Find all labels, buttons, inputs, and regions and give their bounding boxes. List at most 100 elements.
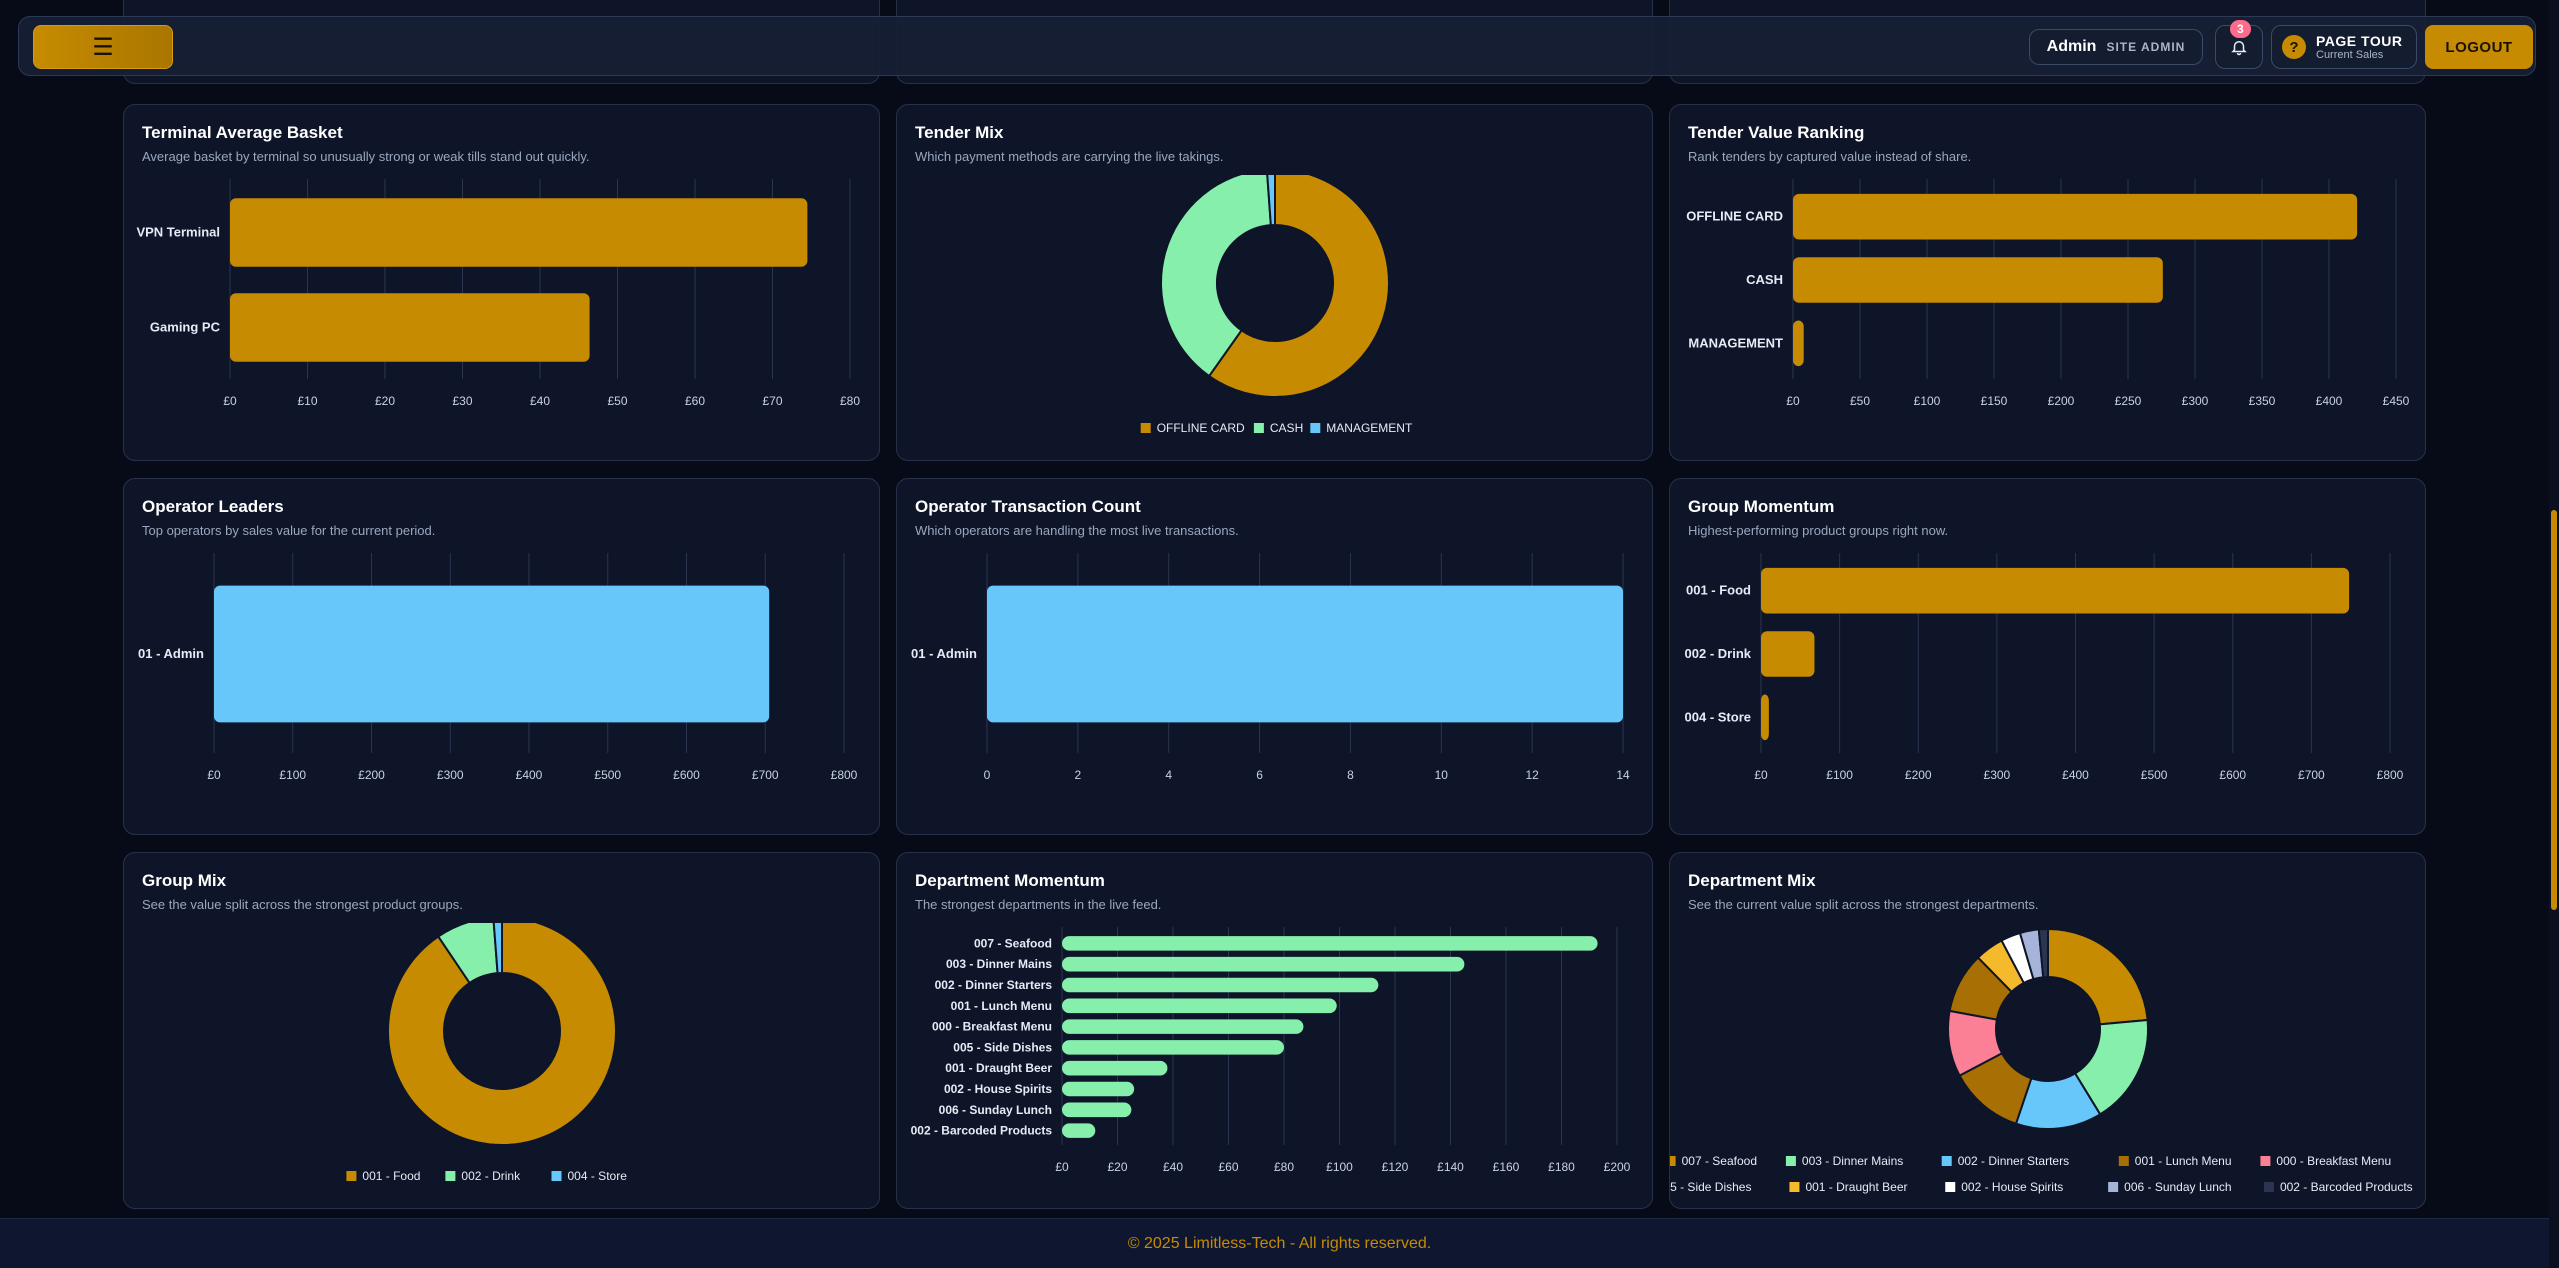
help-icon: ? <box>2282 35 2306 59</box>
legend-swatch <box>1253 423 1264 433</box>
tick-label: £300 <box>437 768 464 782</box>
slice-007-seafood <box>2047 927 2149 1026</box>
legend-swatch <box>445 1171 456 1181</box>
card-subtitle: Average basket by terminal so unusually … <box>142 149 590 164</box>
logout-button[interactable]: LOGOUT <box>2425 25 2533 69</box>
legend-swatch <box>1945 1182 1956 1192</box>
card-subtitle: See the current value split across the s… <box>1688 897 2039 912</box>
tick-label: £500 <box>2141 768 2168 782</box>
card-subtitle: Top operators by sales value for the cur… <box>142 523 436 538</box>
group-momentum-chart: £0 £100 £200 £300 £400 £500 £600 £700 £800 001 - … <box>1685 553 2404 782</box>
bar-007-seafood <box>1062 936 1598 951</box>
tick-label: £40 <box>530 394 550 408</box>
card-title: Tender Mix <box>915 123 1004 142</box>
tick-label: £250 <box>2115 394 2142 408</box>
legend-label: 002 - House Spirits <box>1961 1180 2063 1194</box>
card-title: Terminal Average Basket <box>142 123 343 142</box>
category-label: 006 - Sunday Lunch <box>939 1103 1052 1117</box>
legend-label: 000 - Breakfast Menu <box>2276 1154 2391 1168</box>
tick-label: £700 <box>752 768 779 782</box>
tick-label: £80 <box>1274 1160 1294 1174</box>
slice-001-food <box>387 923 617 1146</box>
card-title: Tender Value Ranking <box>1688 123 1865 142</box>
category-label: Gaming PC <box>150 320 221 335</box>
legend-label: 002 - Dinner Starters <box>1958 1154 2069 1168</box>
bar-01-admin <box>987 585 1623 723</box>
notifications-button[interactable]: 3 <box>2215 20 2263 69</box>
tick-label: £70 <box>762 394 782 408</box>
bar-vpn-terminal <box>230 198 808 267</box>
tick-label: £150 <box>1981 394 2008 408</box>
legend-swatch <box>2260 1156 2271 1166</box>
category-label: 004 - Store <box>1685 709 1751 724</box>
card-group-momentum: Group Momentum Highest-performing produc… <box>1669 478 2426 835</box>
category-label: VPN Terminal <box>136 225 220 240</box>
tick-label: £200 <box>1604 1160 1631 1174</box>
tick-label: £0 <box>1055 1160 1069 1174</box>
tick-label: £450 <box>2383 394 2410 408</box>
legend-swatch <box>1670 1156 1676 1166</box>
slice-004-store <box>492 923 503 975</box>
category-label: 002 - Barcoded Products <box>911 1124 1053 1138</box>
scrollbar-thumb[interactable] <box>2551 510 2557 910</box>
legend-swatch <box>2263 1182 2274 1192</box>
user-badge[interactable]: Admin SITE ADMIN <box>2029 29 2203 65</box>
legend-label: 005 - Side Dishes <box>1670 1180 1751 1194</box>
category-label: 005 - Side Dishes <box>953 1040 1052 1054</box>
legend-label: 001 - Draught Beer <box>1805 1180 1907 1194</box>
tick-label: £20 <box>375 394 395 408</box>
card-title: Operator Leaders <box>142 497 284 516</box>
legend-label: 001 - Lunch Menu <box>2135 1154 2232 1168</box>
tick-label: 2 <box>1075 768 1082 782</box>
slice-002-drink <box>436 923 499 985</box>
tender-ranking-chart: £0 £50 £100 £150 £200 £250 £300 £350 £400 £450 OFF… <box>1686 179 2410 408</box>
slice-management <box>1266 175 1276 227</box>
bar-002-drink <box>1761 631 1815 677</box>
department-momentum-chart: £0 £20 £40 £60 £80 £100 £120 £140 £160 £180 £200 00… <box>911 927 1631 1174</box>
tour-subtitle: Current Sales <box>2316 49 2384 61</box>
bar-gaming-pc <box>230 293 590 362</box>
legend-swatch <box>1789 1182 1800 1192</box>
tick-label: £0 <box>1786 394 1800 408</box>
category-label: 002 - House Spirits <box>944 1082 1052 1096</box>
tick-label: £100 <box>279 768 306 782</box>
group-mix-chart: 001 - Food 002 - Drink 004 - Store <box>346 923 627 1183</box>
tick-label: £300 <box>1984 768 2011 782</box>
card-tender-mix: Tender Mix Which payment methods are car… <box>896 104 1653 461</box>
department-mix-chart: 007 - Seafood 003 - Dinner Mains 002 - Din… <box>1670 927 2413 1194</box>
bar-003-dinner-mains <box>1062 956 1465 972</box>
top-nav: ☰ Admin SITE ADMIN 3 ? PAGE TOUR Current… <box>18 16 2536 76</box>
card-title: Department Momentum <box>915 871 1105 890</box>
tick-label: £10 <box>297 394 317 408</box>
tick-label: £50 <box>607 394 627 408</box>
card-operator-transaction-count: Operator Transaction Count Which operato… <box>896 478 1653 835</box>
hamburger-icon: ☰ <box>92 33 114 61</box>
tick-label: £400 <box>516 768 543 782</box>
tick-label: £160 <box>1493 1160 1520 1174</box>
tick-label: £40 <box>1163 1160 1183 1174</box>
card-subtitle: Which operators are handling the most li… <box>915 523 1239 538</box>
legend-label: 006 - Sunday Lunch <box>2124 1180 2231 1194</box>
tick-label: 14 <box>1616 768 1630 782</box>
operator-leaders-chart: £0 £100 £200 £300 £400 £500 £600 £700 £800 01 - A… <box>138 553 858 782</box>
tick-label: £100 <box>1326 1160 1353 1174</box>
tick-label: £0 <box>223 394 237 408</box>
menu-button[interactable]: ☰ <box>33 25 173 69</box>
legend-label: 002 - Drink <box>461 1169 521 1183</box>
legend-swatch <box>2118 1156 2129 1166</box>
page-scrollbar[interactable] <box>2549 0 2559 1268</box>
tick-label: £180 <box>1548 1160 1575 1174</box>
tick-label: £60 <box>685 394 705 408</box>
card-group-mix: Group Mix See the value split across the… <box>123 852 880 1209</box>
card-subtitle: See the value split across the strongest… <box>142 897 463 912</box>
tick-label: £200 <box>358 768 385 782</box>
bar-006-sunday-lunch <box>1062 1102 1132 1118</box>
page-tour-button[interactable]: ? PAGE TOUR Current Sales <box>2271 25 2417 69</box>
category-label: 01 - Admin <box>138 646 204 661</box>
slice-002-barcoded-products <box>2037 927 2049 979</box>
category-label: 003 - Dinner Mains <box>946 957 1052 971</box>
card-title: Operator Transaction Count <box>915 497 1141 516</box>
operator-count-chart: 0 2 4 6 8 10 12 14 01 - Admin <box>911 553 1630 782</box>
tick-label: £200 <box>1905 768 1932 782</box>
bar-cash <box>1793 257 2163 303</box>
